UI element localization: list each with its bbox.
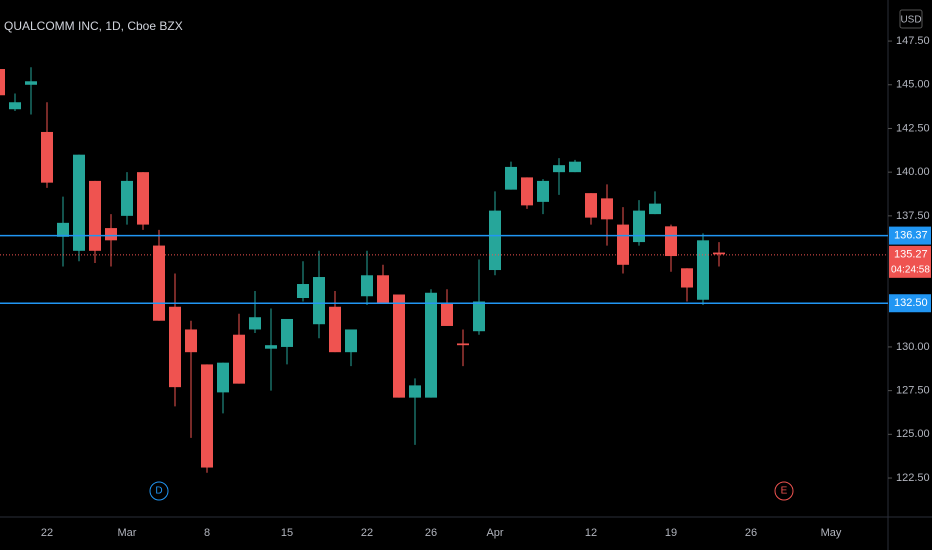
candle-body <box>457 343 469 346</box>
last-price-label: 135.27 <box>894 249 928 261</box>
candle-body <box>105 228 117 241</box>
candle-body <box>297 284 309 299</box>
y-tick-label: 122.50 <box>896 472 930 484</box>
y-tick-label: 137.50 <box>896 210 930 222</box>
y-tick-label: 142.50 <box>896 122 930 134</box>
y-tick-label: 140.00 <box>896 166 930 178</box>
candle-body <box>89 180 101 251</box>
candle-body <box>201 364 213 468</box>
candle-body <box>425 292 437 398</box>
candle-body <box>601 198 613 220</box>
candle-body <box>73 154 85 251</box>
candle-body <box>681 268 693 288</box>
candle-body <box>393 294 405 398</box>
event-label[interactable]: D <box>155 486 162 497</box>
candle-body <box>185 329 197 353</box>
currency[interactable]: USD <box>900 15 921 26</box>
event-label[interactable]: E <box>781 486 788 497</box>
candle-body <box>505 166 517 190</box>
candle-body <box>313 277 325 325</box>
candle-body <box>713 252 725 255</box>
candle-body <box>121 180 133 216</box>
price-label: 132.50 <box>894 297 928 309</box>
candle-body <box>553 165 565 173</box>
candle-body <box>57 222 69 237</box>
candle-body <box>649 203 661 215</box>
x-tick-label: May <box>821 527 842 539</box>
x-tick-label: 8 <box>204 527 210 539</box>
y-tick-label: 147.50 <box>896 35 930 47</box>
candle-body <box>409 385 421 398</box>
candle-body <box>441 303 453 326</box>
candle-body <box>329 306 341 353</box>
last-price-box <box>889 245 931 278</box>
x-tick-label: 19 <box>665 527 677 539</box>
candle-body <box>617 224 629 265</box>
x-tick-label: 12 <box>585 527 597 539</box>
candle-body <box>697 240 709 300</box>
candle-body <box>41 131 53 183</box>
x-tick-label: Mar <box>118 527 137 539</box>
candle-body <box>537 180 549 202</box>
countdown: 04:24:58 <box>891 264 930 275</box>
price-label-box <box>889 226 931 245</box>
event-marker[interactable] <box>149 481 169 501</box>
x-tick-label: 26 <box>745 527 757 539</box>
candle-body <box>233 334 245 384</box>
candle-body <box>377 275 389 304</box>
y-tick-label: 127.50 <box>896 385 930 397</box>
currency-box[interactable] <box>899 9 923 29</box>
price-label: 136.37 <box>894 230 928 242</box>
x-tick-label: 26 <box>425 527 437 539</box>
event-marker[interactable] <box>774 481 794 501</box>
candle-body <box>265 345 277 349</box>
candle-body <box>9 102 21 110</box>
candle-body <box>25 81 37 85</box>
candle-body <box>361 275 373 297</box>
candle-body <box>665 226 677 257</box>
candle-body <box>169 306 181 388</box>
candle-body <box>345 329 357 353</box>
candle-body <box>473 301 485 332</box>
y-tick-label: 125.00 <box>896 428 930 440</box>
candle-body <box>249 317 261 330</box>
candle-body <box>489 210 501 271</box>
y-tick-label: 130.00 <box>896 341 930 353</box>
candle-body <box>585 193 597 218</box>
y-tick-label: 145.00 <box>896 79 930 91</box>
x-tick-label: 15 <box>281 527 293 539</box>
candle-body <box>217 362 229 393</box>
candle-body <box>153 245 165 321</box>
candle-body <box>569 161 581 173</box>
candle-body <box>0 69 5 96</box>
x-tick-label: Apr <box>486 527 503 539</box>
chart-title: QUALCOMM INC, 1D, Cboe BZX <box>4 19 183 33</box>
price-label-box <box>889 294 931 313</box>
candle-body <box>137 172 149 225</box>
candle-body <box>633 210 645 243</box>
candle-body <box>521 177 533 206</box>
x-tick-label: 22 <box>41 527 53 539</box>
candle-body <box>281 318 293 347</box>
x-tick-label: 22 <box>361 527 373 539</box>
